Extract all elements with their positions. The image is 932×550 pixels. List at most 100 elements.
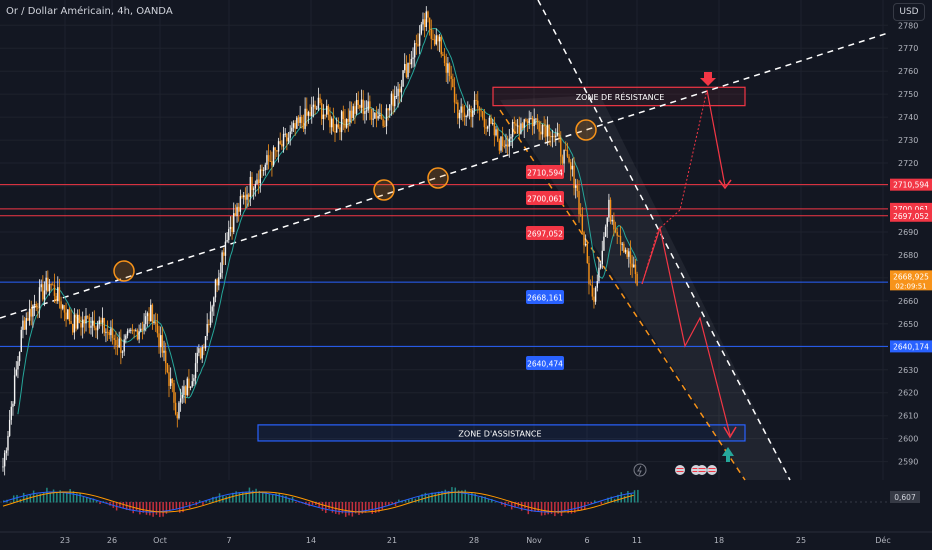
osc-bar (119, 502, 121, 507)
time-axis[interactable]: 23 26 Oct 7 14 21 28 Nov 6 11 18 25 Déc (0, 531, 932, 545)
osc-macd-line (2, 491, 634, 513)
candle-body (86, 315, 89, 318)
candle-body (272, 147, 275, 166)
price-tick-label: 2770 (898, 44, 918, 53)
candle-body (141, 328, 144, 330)
candle-body (133, 330, 135, 332)
candle-body (13, 375, 16, 404)
candle-body (437, 35, 439, 42)
osc-bar (242, 491, 244, 503)
candle-body (96, 324, 99, 331)
candle-body (601, 250, 603, 265)
event-icons[interactable] (633, 463, 717, 477)
candle-body (362, 99, 364, 114)
candle-body (467, 110, 469, 116)
osc-bar (125, 502, 128, 510)
candle-body (483, 118, 486, 128)
candle-body (468, 108, 471, 111)
candle-body (329, 114, 331, 128)
candle-body (598, 267, 600, 282)
price-tick-label: 2660 (898, 297, 918, 306)
candle-body (204, 336, 207, 349)
candle-body (166, 363, 169, 373)
candle-body (88, 317, 91, 328)
candle-body (412, 57, 414, 60)
time-tick-label: 28 (469, 536, 479, 545)
osc-bar (623, 495, 626, 503)
candle-body (515, 123, 517, 126)
last-price-label: 2668,925 (893, 272, 929, 281)
candle-body (81, 319, 84, 328)
osc-bar (491, 499, 493, 503)
osc-bar (46, 487, 48, 503)
inline-badge (526, 356, 564, 370)
osc-bar (155, 502, 158, 515)
osc-bar (298, 502, 300, 503)
candle-body (145, 316, 147, 325)
osc-bar (178, 502, 181, 513)
candle-body (629, 251, 632, 264)
osc-bar (145, 502, 148, 515)
candle-body (495, 129, 497, 136)
candle-body (146, 313, 149, 317)
osc-bar (358, 502, 360, 515)
osc-bar (36, 494, 38, 503)
channel-fill (500, 95, 790, 480)
candle-body (25, 318, 27, 330)
osc-bar (527, 502, 530, 515)
time-tick-label: 23 (60, 536, 70, 545)
osc-bar (361, 502, 364, 514)
osc-bar (52, 489, 55, 503)
candle-body (530, 117, 532, 119)
candle-body (211, 306, 213, 312)
candle-body (628, 251, 630, 257)
candle-body (27, 318, 29, 321)
currency-button[interactable]: USD (893, 3, 925, 21)
osc-bar (447, 491, 450, 503)
osc-bar (261, 492, 264, 503)
candle-body (83, 319, 86, 324)
candle-body (442, 54, 444, 56)
candle-body (545, 126, 547, 137)
candle-body (55, 295, 57, 302)
candle-body (460, 106, 462, 113)
candle-body (546, 124, 549, 137)
candle-body (116, 345, 119, 348)
time-tick-label: 11 (632, 536, 642, 545)
osc-bar (398, 499, 400, 503)
oscillator-pane (0, 487, 888, 518)
price-axis-tag-label: 2697,052 (893, 212, 929, 221)
candle-body (90, 325, 92, 328)
horizontal-levels[interactable] (0, 184, 888, 347)
osc-bar (72, 491, 75, 503)
candle-body (465, 115, 467, 118)
price-zones[interactable]: ZONE DE RÉSISTANCE ZONE D'ASSISTANCE (257, 86, 746, 442)
us-flag-icon (697, 465, 707, 475)
touch-circles (113, 119, 597, 282)
price-axis-tag (890, 209, 932, 222)
price-tick-label: 2620 (898, 389, 918, 398)
osc-bar (610, 496, 613, 503)
price-axis-tag-label: 2710,594 (893, 181, 929, 190)
candle-body (619, 235, 622, 245)
osc-bar (441, 490, 443, 503)
osc-bar (593, 500, 596, 503)
touch-circle (575, 119, 597, 141)
candle-body (150, 304, 152, 321)
osc-bar (271, 494, 274, 503)
candle-body (573, 165, 575, 188)
candle-body (261, 169, 263, 171)
candle-body (472, 110, 474, 117)
candle-body (380, 114, 383, 120)
trend-lines[interactable] (0, 0, 889, 481)
osc-bar (351, 502, 354, 517)
osc-bar (637, 489, 639, 503)
inline-badge (526, 290, 564, 304)
candle-body (45, 277, 47, 291)
lightning-icon (633, 463, 647, 477)
price-axis[interactable]: 2590260026102620263026402650266026702680… (888, 0, 932, 550)
touch-circle (113, 260, 135, 282)
osc-bar (295, 502, 297, 503)
inline-badge-label: 2697,052 (527, 230, 563, 239)
